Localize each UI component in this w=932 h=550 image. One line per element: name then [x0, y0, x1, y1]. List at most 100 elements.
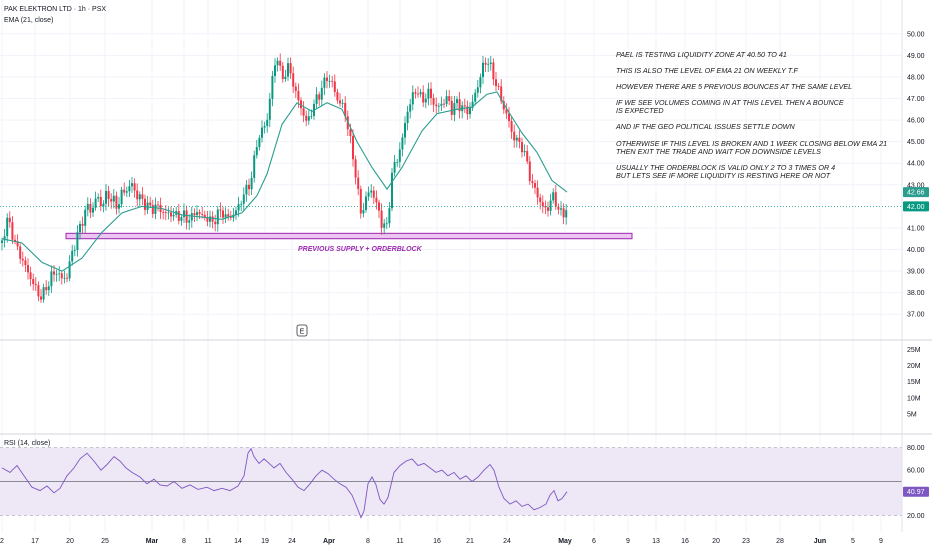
- candle-body: [375, 197, 378, 203]
- candle-body: [370, 190, 373, 193]
- candle-body: [300, 100, 302, 109]
- event-marker-label: E: [300, 329, 305, 336]
- candle-body: [526, 150, 529, 162]
- time-tick-label: Mar: [146, 538, 159, 545]
- ema21-series: [1, 91, 568, 272]
- candle-body: [224, 214, 227, 218]
- candle-body: [240, 203, 243, 205]
- candle-body: [357, 177, 360, 189]
- price-tick-label: 46.00: [907, 118, 925, 125]
- note-line: THEN EXIT THE TRADE AND WAIT FOR DOWNSID…: [616, 147, 821, 156]
- candle-body: [352, 136, 354, 160]
- note-line: AND IF THE GEO POLITICAL ISSUES SETTLE D…: [615, 122, 795, 131]
- candle-body: [424, 98, 427, 103]
- candle-body: [131, 183, 133, 187]
- candle-body: [404, 123, 406, 138]
- time-tick-label: 11: [396, 538, 403, 545]
- volume-tick-label: 20M: [907, 363, 921, 370]
- candle-body: [55, 274, 58, 275]
- candle-body: [495, 79, 497, 87]
- candle-body: [151, 205, 154, 214]
- candle-body: [214, 221, 217, 225]
- ema-legend[interactable]: EMA (21, close): [4, 17, 53, 24]
- candle-body: [50, 271, 53, 287]
- candle-body: [541, 202, 544, 207]
- candle-body: [341, 102, 344, 104]
- candle-body: [383, 223, 386, 228]
- candle-body: [354, 159, 357, 178]
- note-line: IF WE SEE VOLUMES COMING IN AT THIS LEVE…: [616, 98, 844, 107]
- candle-body: [471, 101, 474, 108]
- candle-body: [302, 108, 305, 116]
- orderblock-rectangle[interactable]: [65, 232, 633, 240]
- candle-body: [120, 189, 123, 205]
- candle-body: [497, 86, 500, 87]
- candle-body: [66, 277, 68, 279]
- candle-body: [19, 246, 22, 259]
- candle-body: [92, 207, 94, 213]
- grid-lines: [0, 0, 902, 532]
- price-tick-label: 41.00: [907, 225, 925, 232]
- rsi-tick-label: 60.00: [907, 468, 925, 475]
- candle-body: [466, 106, 469, 115]
- price-tick-label: 48.00: [907, 74, 925, 81]
- candle-body: [144, 198, 146, 210]
- candle-body: [544, 206, 547, 208]
- candle-body: [263, 125, 266, 128]
- candle-body: [336, 92, 339, 101]
- candle-body: [63, 277, 66, 279]
- note-line: USUALLY THE ORDERBLOCK IS VALID ONLY 2 T…: [616, 163, 835, 172]
- candle-body: [24, 260, 27, 266]
- candle-body: [552, 192, 555, 201]
- note-line: BUT LETS SEE IF MORE LIQUIDITY IS RESTIN…: [616, 171, 831, 180]
- time-tick-label: 14: [234, 538, 242, 545]
- candle-body: [8, 217, 11, 223]
- candle-body: [16, 241, 19, 247]
- candle-body: [188, 220, 191, 223]
- rsi-legend[interactable]: RSI (14, close): [4, 440, 50, 447]
- candle-body: [333, 81, 336, 93]
- candle-body: [118, 204, 120, 209]
- candle-body: [138, 194, 141, 200]
- zone-label[interactable]: PREVIOUS SUPPLY + ORDERBLOCK: [298, 246, 423, 253]
- candle-body: [372, 190, 375, 198]
- time-tick-label: 8: [366, 538, 370, 545]
- ema-line: [1, 91, 568, 272]
- event-marker[interactable]: E: [296, 324, 308, 337]
- time-tick-label: 8: [182, 538, 186, 545]
- candle-body: [274, 65, 276, 77]
- orderblock-zone[interactable]: [65, 232, 633, 240]
- analysis-notes[interactable]: PAEL IS TESTING LIQUIDITY ZONE AT 40.50 …: [615, 50, 887, 180]
- chart-title[interactable]: PAK ELEKTRON LTD · 1h · PSX: [4, 6, 106, 13]
- candle-body: [487, 63, 490, 65]
- candle-body: [476, 87, 479, 93]
- candle-body: [73, 250, 76, 251]
- candle-body: [190, 213, 193, 221]
- candle-body: [294, 86, 297, 91]
- candle-body: [99, 196, 102, 207]
- volume-tick-label: 25M: [907, 347, 921, 354]
- time-axis[interactable]: 2 17 20 25 Mar 8 11 14 19 24 Apr 8 11 16 21 24 May 6 9 13 16…: [0, 538, 883, 545]
- candle-body: [255, 147, 258, 156]
- candle-body: [547, 207, 549, 211]
- candle-body: [253, 155, 256, 178]
- time-tick-label: 21: [466, 538, 474, 545]
- candle-body: [32, 279, 35, 284]
- time-tick-label: 6: [592, 538, 596, 545]
- candle-body: [515, 137, 518, 141]
- candle-body: [185, 210, 188, 223]
- candle-body: [549, 200, 552, 211]
- candle-body: [458, 99, 461, 112]
- candle-body: [86, 203, 89, 210]
- candle-body: [149, 202, 152, 206]
- time-tick-label: 9: [626, 538, 630, 545]
- candle-body: [133, 183, 136, 191]
- time-tick-label: Jun: [814, 538, 826, 545]
- price-axis[interactable]: 50.00 49.00 48.00 47.00 46.00 45.00 44.00 43.00…: [907, 31, 925, 520]
- note-line: OTHERWISE IF THIS LEVEL IS BROKEN AND 1 …: [616, 139, 887, 148]
- candle-body: [172, 214, 175, 217]
- candle-body: [406, 111, 409, 124]
- candle-body: [365, 196, 367, 210]
- candle-body: [411, 92, 414, 105]
